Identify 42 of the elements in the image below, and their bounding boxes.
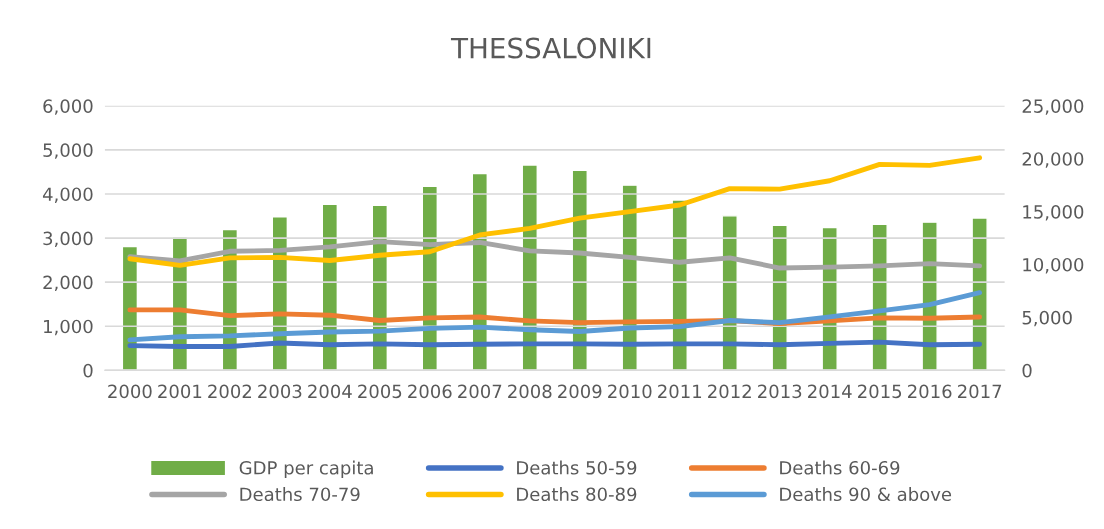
x-tick-label: 2009 bbox=[558, 384, 602, 399]
y-tick-label: 5,000 bbox=[43, 143, 93, 159]
y-tick-label: 3,000 bbox=[43, 231, 93, 248]
x-tick-label: 2016 bbox=[908, 384, 952, 399]
x-tick-label: 2010 bbox=[608, 384, 652, 399]
y2-tick-label: 20,000 bbox=[1022, 152, 1084, 168]
y2-tick-label: 0 bbox=[1022, 363, 1032, 378]
legend-label: Deaths 60-69 bbox=[780, 460, 900, 475]
legend-label: Deaths 80-89 bbox=[517, 487, 637, 502]
legend-label: Deaths 50-59 bbox=[517, 460, 637, 475]
y2-tick-label: 15,000 bbox=[1023, 205, 1084, 221]
y-tick-label: 4,000 bbox=[42, 187, 93, 203]
x-tick-label: 2013 bbox=[758, 384, 802, 399]
x-tick-label: 2015 bbox=[858, 384, 902, 399]
x-tick-label: 2005 bbox=[358, 384, 402, 399]
x-tick-label: 2004 bbox=[308, 384, 352, 399]
x-tick-label: 2002 bbox=[208, 384, 252, 399]
x-tick-label: 2001 bbox=[158, 384, 202, 399]
y-tick-label: 1,000 bbox=[44, 319, 93, 336]
legend-label: Deaths 70-79 bbox=[240, 487, 360, 502]
line-series bbox=[127, 155, 983, 268]
y2-tick-label: 10,000 bbox=[1023, 257, 1084, 274]
x-tick-label: 2011 bbox=[658, 384, 702, 399]
y-tick-label: 6,000 bbox=[43, 99, 93, 115]
y2-tick-label: 25,000 bbox=[1022, 99, 1084, 115]
x-tick-label: 2007 bbox=[458, 384, 502, 399]
x-tick-label: 2017 bbox=[957, 384, 1002, 399]
line-series bbox=[127, 290, 983, 343]
bar bbox=[971, 217, 988, 371]
legend-label: GDP per capita bbox=[239, 460, 373, 479]
line-series bbox=[127, 239, 983, 271]
x-tick-label: 2008 bbox=[508, 384, 552, 399]
x-tick-label: 2006 bbox=[408, 384, 452, 399]
x-tick-label: 2000 bbox=[108, 384, 152, 399]
legend-label: Deaths 90 & above bbox=[780, 487, 952, 502]
x-tick-label: 2012 bbox=[708, 384, 751, 399]
x-tick-label: 2014 bbox=[808, 384, 852, 399]
y2-tick-label: 5,000 bbox=[1022, 310, 1072, 327]
chart-title: THESSALONIKI bbox=[450, 37, 651, 59]
y-tick-label: 2,000 bbox=[43, 275, 93, 292]
y-tick-label: 0 bbox=[83, 363, 93, 378]
x-tick-label: 2003 bbox=[258, 384, 302, 399]
